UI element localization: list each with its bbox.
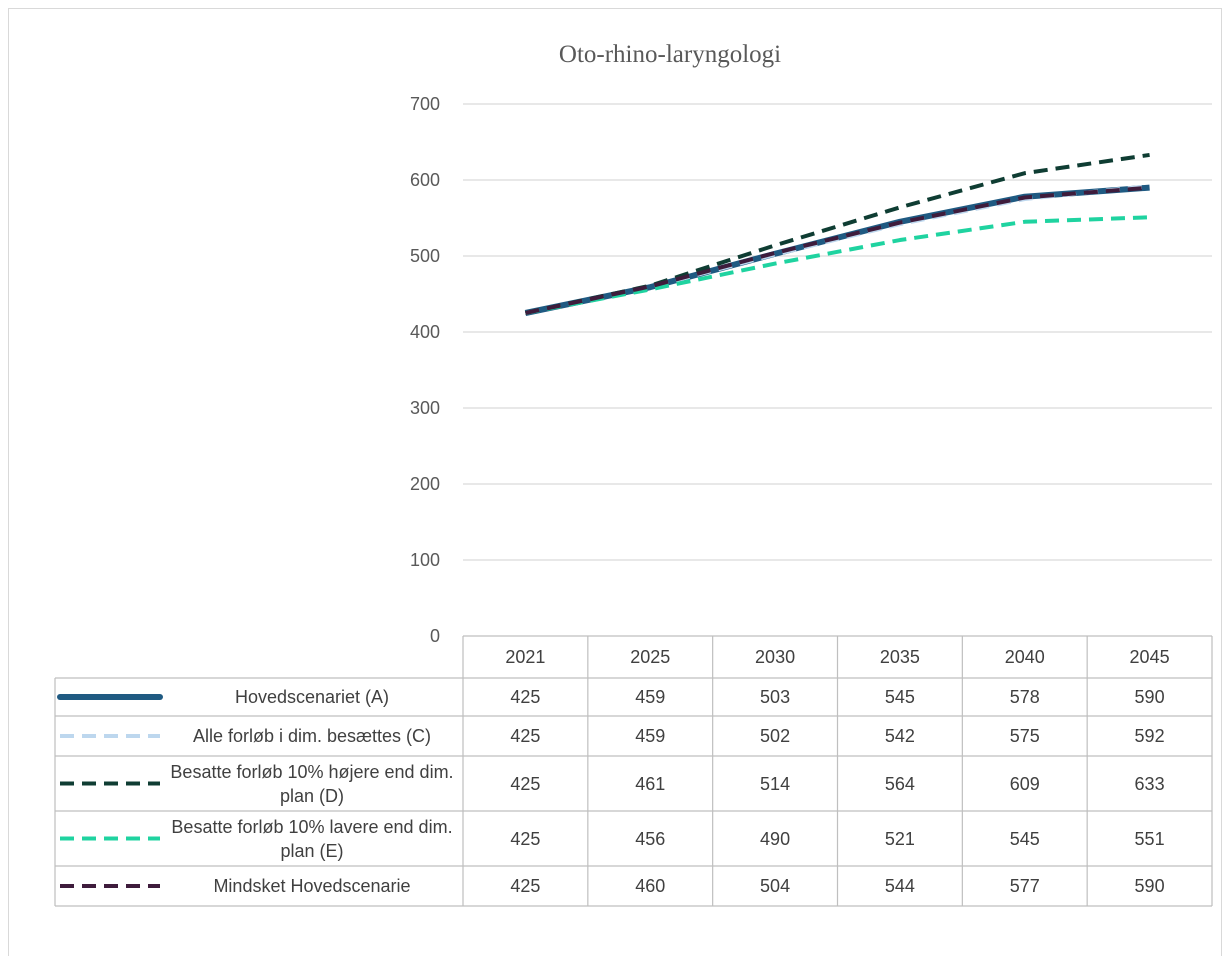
table-value: 502 (760, 726, 791, 746)
table-value: 609 (1009, 773, 1040, 794)
table-value: 545 (1009, 828, 1040, 849)
x-tick-label: 2021 (505, 647, 546, 667)
table-value: 459 (635, 726, 666, 746)
x-tick-label: 2030 (755, 647, 796, 667)
y-tick-label: 700 (409, 94, 440, 114)
table-value: 425 (510, 876, 541, 896)
table-value: 521 (884, 828, 915, 849)
y-tick-label: 300 (409, 398, 440, 418)
x-tick-label: 2040 (1004, 647, 1045, 667)
x-tick-label: 2025 (630, 647, 671, 667)
chart-title: Oto-rhino-laryngologi (558, 41, 782, 68)
table-value: 545 (884, 687, 915, 707)
chart-border (8, 8, 1222, 956)
table-value: 514 (760, 773, 791, 794)
table-value: 425 (510, 687, 541, 707)
table-value: 564 (884, 773, 915, 794)
y-tick-label: 0 (429, 626, 440, 646)
table-value: 459 (635, 687, 666, 707)
table-value: 490 (760, 828, 791, 849)
x-tick-label: 2045 (1129, 647, 1170, 667)
y-tick-label: 200 (409, 474, 440, 494)
table-value: 551 (1134, 828, 1165, 849)
y-tick-label: 100 (409, 550, 440, 570)
table-value: 590 (1134, 687, 1165, 707)
x-tick-label: 2035 (879, 647, 920, 667)
table-value: 590 (1134, 876, 1165, 896)
table-value: 504 (760, 876, 791, 896)
legend-label: Alle forløb i dim. besættes (C) (192, 726, 432, 746)
table-value: 425 (510, 773, 541, 794)
legend-label: Besatte forløb 10% højere end dim. plan … (170, 761, 454, 806)
table-value: 544 (884, 876, 915, 896)
table-value: 460 (635, 876, 666, 896)
series-line (525, 185, 1150, 315)
table-value: 577 (1009, 876, 1040, 896)
series-line (525, 215, 1150, 315)
table-value: 542 (884, 726, 915, 746)
legend-label: Mindsket Hovedscenarie (213, 876, 411, 896)
legend-label: Hovedscenariet (A) (234, 687, 390, 707)
table-value: 578 (1009, 687, 1040, 707)
legend-label: Besatte forløb 10% lavere end dim. plan … (171, 816, 453, 861)
series-line (524, 152, 1150, 315)
y-tick-label: 500 (409, 246, 440, 266)
table-value: 633 (1134, 773, 1165, 794)
table-value: 503 (760, 687, 791, 707)
table-value: 592 (1134, 726, 1165, 746)
table-value: 461 (635, 773, 666, 794)
table-value: 425 (510, 726, 541, 746)
y-tick-label: 400 (409, 322, 440, 342)
table-value: 425 (510, 828, 541, 849)
y-tick-label: 600 (409, 170, 440, 190)
table-value: 456 (635, 828, 666, 849)
table-value: 575 (1009, 726, 1040, 746)
